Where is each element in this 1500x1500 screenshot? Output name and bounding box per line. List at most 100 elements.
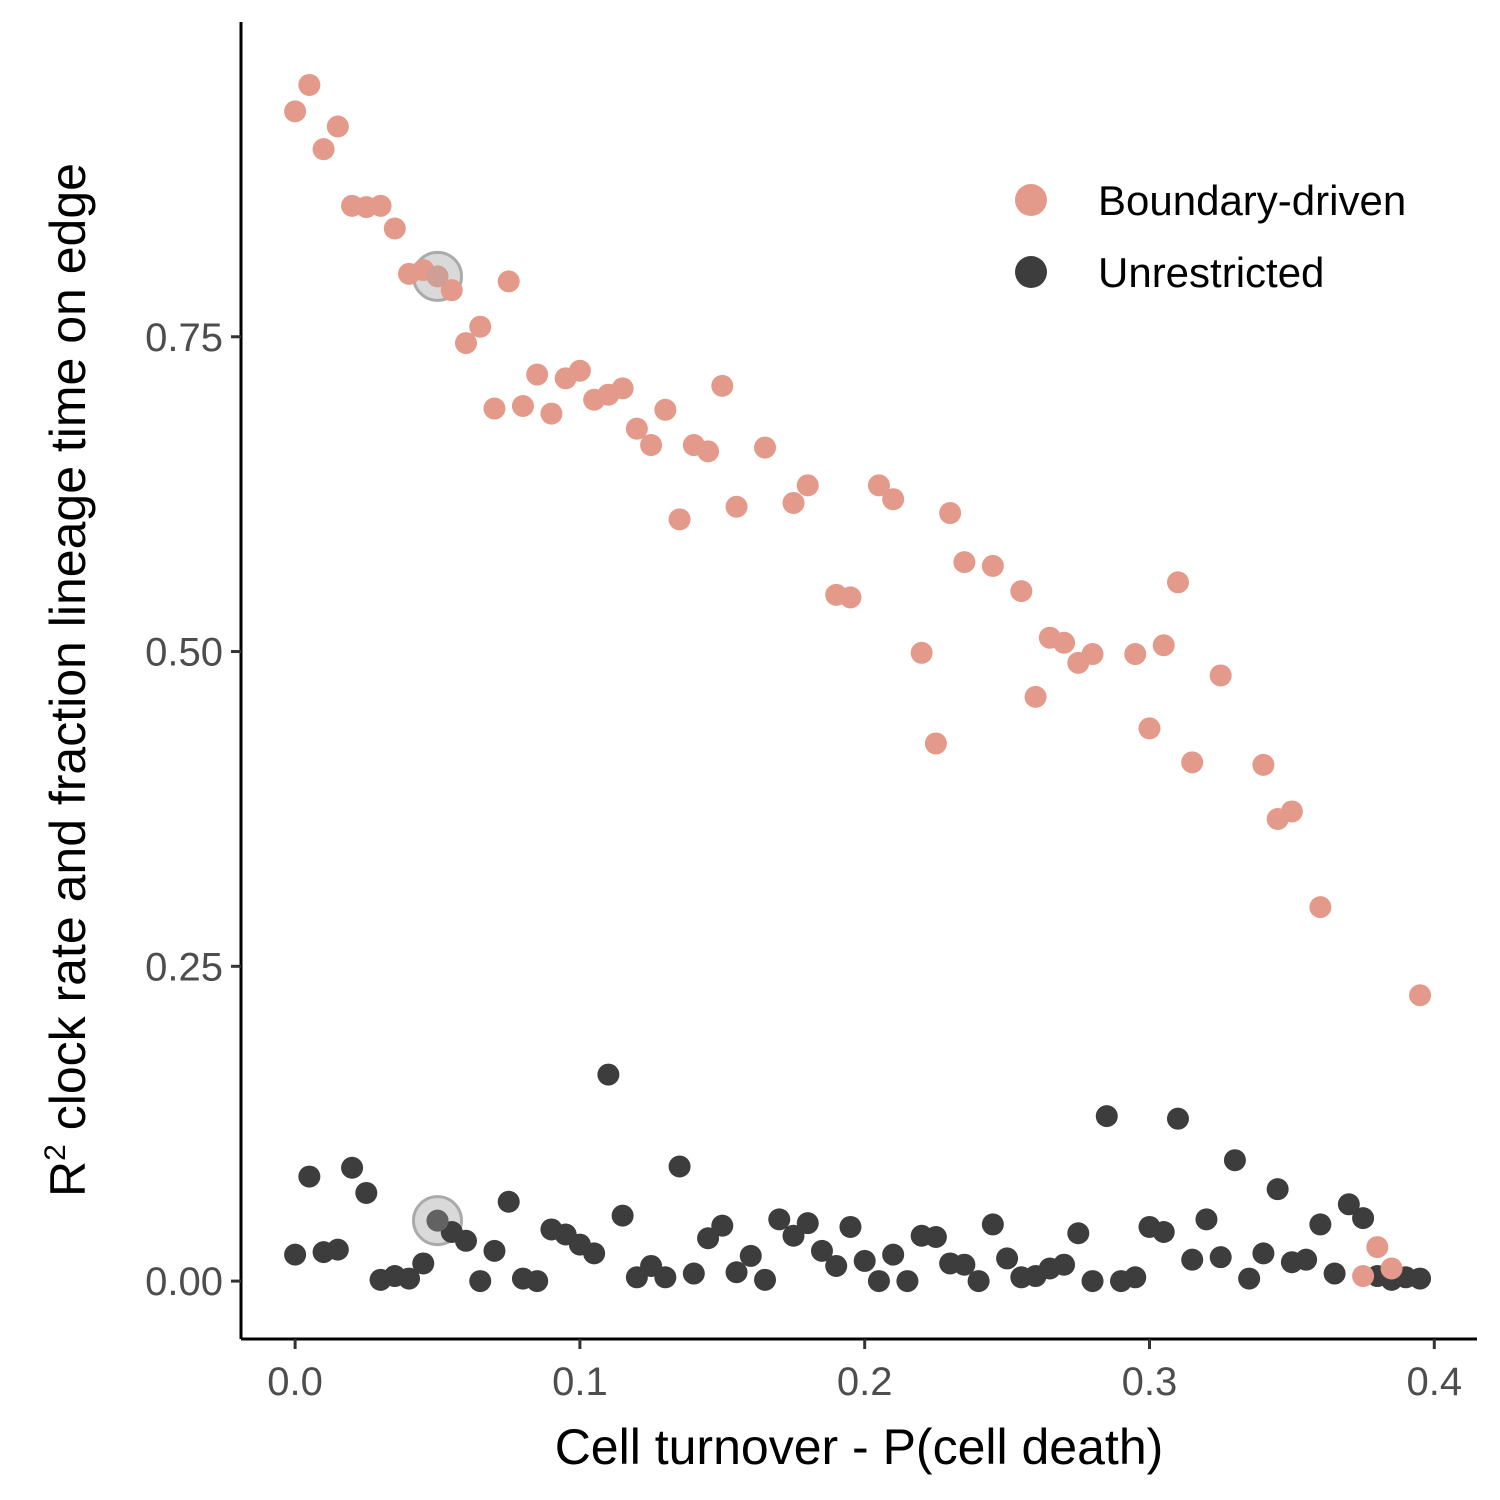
unrestricted-point	[526, 1270, 549, 1293]
boundary-driven-point	[540, 402, 563, 425]
boundary-driven-point	[625, 417, 648, 440]
unrestricted-point	[611, 1204, 634, 1227]
boundary-driven-point	[326, 115, 349, 138]
y-axis-title: R2 clock rate and fraction lineage time …	[39, 163, 96, 1197]
unrestricted-point	[739, 1244, 762, 1267]
unrestricted-point	[697, 1227, 720, 1250]
boundary-driven-point	[1181, 751, 1204, 774]
boundary-driven-point	[867, 474, 890, 497]
boundary-driven-point	[668, 508, 691, 531]
boundary-driven-point	[1352, 1265, 1375, 1288]
unrestricted-point	[668, 1155, 691, 1178]
y-tick-label: 0.50	[145, 631, 223, 675]
boundary-driven-point	[1152, 634, 1175, 657]
unrestricted-point	[754, 1268, 777, 1291]
y-axis-title-prefix: R	[40, 1161, 96, 1197]
y-axis-title-superscript: 2	[39, 1144, 72, 1161]
unrestricted-point	[1337, 1193, 1360, 1216]
boundary-driven-point	[1366, 1236, 1389, 1259]
unrestricted-point	[1195, 1208, 1218, 1231]
unrestricted-point	[682, 1262, 705, 1285]
unrestricted-point	[1181, 1248, 1204, 1271]
boundary-driven-point	[1166, 571, 1189, 594]
boundary-driven-point	[953, 551, 976, 574]
unrestricted-point	[597, 1063, 620, 1086]
unrestricted-point	[796, 1212, 819, 1235]
unrestricted-point	[825, 1254, 848, 1277]
boundary-driven-point	[312, 138, 335, 161]
boundary-driven-point	[839, 586, 862, 609]
unrestricted-point	[1295, 1248, 1318, 1271]
legend-label: Boundary-driven	[1098, 177, 1406, 224]
boundary-driven-point	[711, 374, 734, 397]
boundary-driven-point	[1010, 580, 1033, 603]
unrestricted-point	[810, 1239, 833, 1262]
unrestricted-point	[412, 1252, 435, 1275]
boundary-driven-point	[298, 73, 321, 96]
legend-label: Unrestricted	[1098, 249, 1324, 296]
boundary-driven-point	[1209, 664, 1232, 687]
boundary-driven-point	[483, 397, 506, 420]
unrestricted-point	[654, 1266, 677, 1289]
boundary-driven-point	[440, 279, 463, 302]
unrestricted-point	[896, 1270, 919, 1293]
y-ticks: 0.00 0.25 0.50 0.75	[145, 316, 241, 1304]
x-axis-title: Cell turnover - P(cell death)	[555, 1419, 1164, 1475]
unrestricted-point	[1166, 1107, 1189, 1130]
unrestricted-point	[967, 1270, 990, 1293]
unrestricted-point	[768, 1208, 791, 1231]
y-tick-label: 0.75	[145, 316, 223, 360]
unrestricted-point	[469, 1270, 492, 1293]
axes	[239, 22, 1477, 1341]
x-tick-label: 0.4	[1406, 1360, 1462, 1404]
boundary-driven-point	[1124, 643, 1147, 666]
boundary-driven-point	[1252, 753, 1275, 776]
unrestricted-point	[953, 1253, 976, 1276]
boundary-driven-point	[454, 332, 477, 355]
unrestricted-point	[1238, 1267, 1261, 1290]
boundary-driven-point	[1053, 631, 1076, 654]
highlight-point-overlay	[426, 265, 449, 288]
boundary-driven-point	[284, 100, 307, 123]
boundary-driven-point	[1280, 800, 1303, 823]
legend-key-boundary-driven	[1015, 184, 1047, 216]
unrestricted-point	[1209, 1246, 1232, 1269]
boundary-driven-point	[568, 359, 591, 382]
unrestricted-point	[341, 1156, 364, 1179]
unrestricted-point	[853, 1249, 876, 1272]
boundary-driven-point	[981, 554, 1004, 577]
x-tick-label: 0.0	[267, 1360, 323, 1404]
unrestricted-point	[398, 1267, 421, 1290]
unrestricted-point	[355, 1181, 378, 1204]
boundary-driven-point	[782, 491, 805, 514]
boundary-driven-point	[1380, 1257, 1403, 1280]
highlight-point-overlay	[426, 1209, 449, 1232]
unrestricted-point	[725, 1261, 748, 1284]
boundary-driven-point	[754, 436, 777, 459]
boundary-driven-point	[796, 474, 819, 497]
boundary-driven-point	[383, 217, 406, 240]
unrestricted-point	[1152, 1220, 1175, 1243]
boundary-driven-point	[640, 434, 663, 457]
unrestricted-point	[1252, 1242, 1275, 1265]
unrestricted-point	[1053, 1253, 1076, 1276]
unrestricted-point	[1124, 1266, 1147, 1289]
unrestricted-point	[924, 1226, 947, 1249]
unrestricted-point	[1081, 1270, 1104, 1293]
boundary-driven-point	[1138, 717, 1161, 740]
boundary-driven-point	[611, 377, 634, 400]
boundary-driven-point	[924, 732, 947, 755]
unrestricted-point	[1266, 1178, 1289, 1201]
boundary-driven-point	[939, 502, 962, 525]
unrestricted-point	[454, 1229, 477, 1252]
boundary-driven-point	[426, 265, 449, 288]
boundary-driven-point	[1409, 984, 1432, 1007]
unrestricted-point	[1223, 1149, 1246, 1172]
unrestricted-point	[326, 1238, 349, 1261]
unrestricted-point	[882, 1243, 905, 1266]
boundary-driven-point	[369, 194, 392, 217]
unrestricted-point	[1352, 1207, 1375, 1230]
x-tick-label: 0.1	[552, 1360, 608, 1404]
y-axis-title-rest: clock rate and fraction lineage time on …	[40, 163, 96, 1144]
